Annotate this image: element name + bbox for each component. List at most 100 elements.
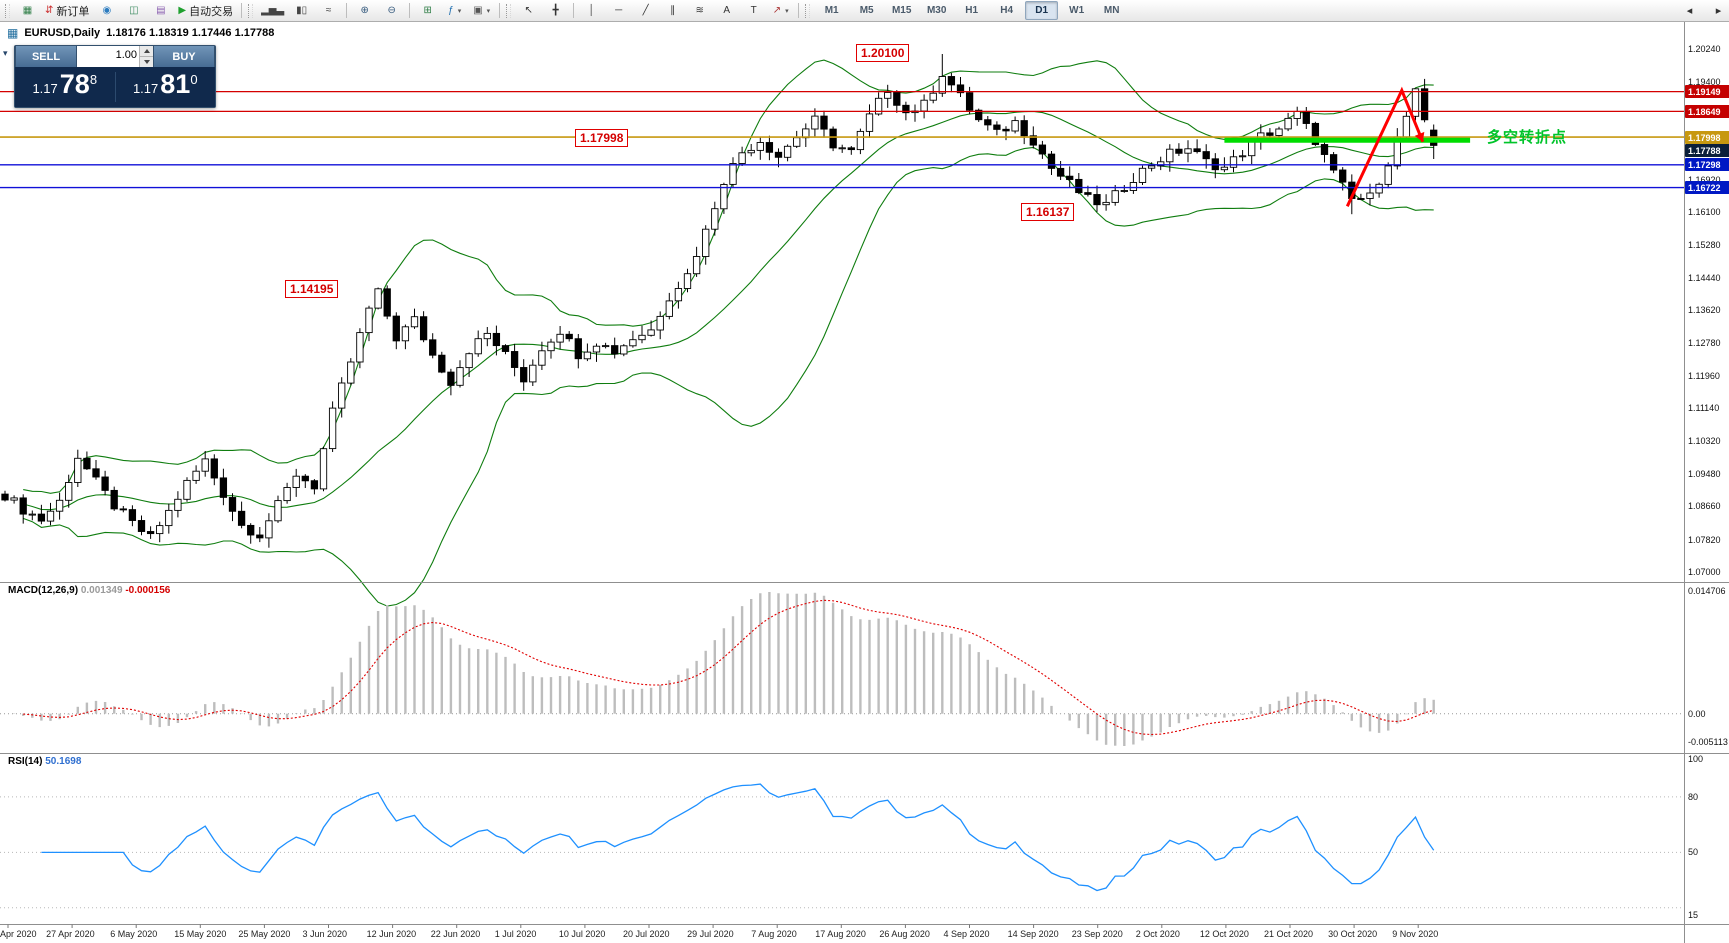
time-axis-label: 1 Jul 2020 [494, 929, 537, 939]
timeframe-button-m30[interactable]: M30 [926, 5, 947, 16]
bollinger-bands [23, 59, 1434, 607]
volume-down-icon[interactable] [140, 57, 153, 67]
time-axis-label: 3 Jun 2020 [302, 929, 348, 939]
buy-price-main: 81 [160, 69, 191, 99]
price-axis-tick: 1.07000 [1688, 567, 1721, 577]
volume-input[interactable]: 1.00 [77, 46, 153, 67]
timeframe-button-m5[interactable]: M5 [859, 5, 874, 16]
buy-price[interactable]: 1.17 81 0 [116, 71, 216, 103]
navigator-icon[interactable]: ◫ [120, 1, 147, 21]
one-click-collapse-icon[interactable]: ▾ [3, 48, 8, 58]
timeframe-button-w1[interactable]: W1 [1069, 5, 1085, 16]
timeframe-button-h4[interactable]: H4 [1000, 5, 1014, 16]
candlestick-mode-icon[interactable]: ▮▯ [288, 1, 315, 21]
autotrading-button: ▶ [178, 4, 187, 16]
price-annotation-1.17998[interactable]: 1.17998 [575, 129, 629, 147]
buy-button[interactable]: BUY [153, 46, 215, 67]
timeframe-button-h1[interactable]: H1 [965, 5, 979, 16]
price-tag-1.19149: 1.19149 [1685, 85, 1729, 98]
timeframe-button-d1[interactable]: D1 [1025, 1, 1059, 20]
zoom-in-icon[interactable]: ⊕ [351, 1, 378, 21]
price-axis-tick: 1.16100 [1688, 207, 1721, 217]
time-axis-label: 10 Jul 2020 [558, 929, 606, 939]
price-axis-tick: 1.12780 [1688, 338, 1721, 348]
tile-windows-icon[interactable]: ⊞ [414, 1, 441, 21]
price-annotation-1.14195[interactable]: 1.14195 [285, 280, 339, 298]
timeframe-button-m15[interactable]: M15 [891, 5, 912, 16]
rsi-indicator [0, 783, 1684, 909]
sell-price-main: 78 [59, 69, 90, 99]
price-axis-tick: 1.07820 [1688, 535, 1721, 545]
time-axis-label: 15 May 2020 [174, 929, 227, 939]
chart-title: ▦ EURUSD,Daily 1.18176 1.18319 1.17446 1… [7, 26, 274, 40]
time-axis-label: 9 Nov 2020 [1392, 929, 1439, 939]
chevron-down-icon[interactable]: ▾ [486, 7, 491, 15]
price-tag-1.17998: 1.17998 [1685, 131, 1729, 144]
new-order-button[interactable]: ⇵ 新订单 [41, 1, 93, 21]
price-annotation-1.20100[interactable]: 1.20100 [856, 44, 910, 62]
text-icon[interactable]: A [713, 1, 740, 21]
market-watch-icon[interactable]: ◉ [93, 1, 120, 21]
zoom-out-icon: ⊖ [387, 4, 396, 16]
horizontal-line-icon[interactable]: ─ [605, 1, 632, 21]
chart-window-icon: ▦ [7, 26, 19, 40]
symbol-timeframe: EURUSD,Daily [24, 27, 101, 39]
objects-list-icon: ▣ [473, 4, 483, 16]
chevron-down-icon[interactable]: ▾ [785, 7, 789, 15]
time-axis-label: 25 May 2020 [238, 929, 291, 939]
bar-chart-mode-icon[interactable]: ▂▅▃ [257, 1, 288, 21]
text-label-icon: T [750, 4, 757, 16]
one-click-header-row: SELL 1.00 BUY [15, 46, 215, 67]
fibonacci-icon[interactable]: ≋ [686, 1, 713, 21]
price-axis-tick: 1.09480 [1688, 469, 1721, 479]
toolbar-scroll-right-icon[interactable]: ▸ [1715, 5, 1722, 17]
sell-button[interactable]: SELL [15, 46, 77, 67]
vertical-line-icon[interactable]: │ [578, 1, 605, 21]
price-tag-1.17788: 1.17788 [1685, 144, 1729, 157]
bull-bear-turning-point-note[interactable]: 多空转折点 [1487, 129, 1568, 146]
volume-up-icon[interactable] [140, 46, 153, 57]
ohlc-values: 1.18176 1.18319 1.17446 1.17788 [106, 27, 275, 39]
price-tag-1.18649: 1.18649 [1685, 105, 1729, 118]
sell-price[interactable]: 1.17 78 8 [15, 71, 115, 103]
crosshair-icon[interactable]: ╋ [542, 1, 569, 21]
price-annotation-1.16137[interactable]: 1.16137 [1021, 203, 1075, 221]
chevron-down-icon[interactable]: ▾ [457, 7, 462, 15]
zoom-out-icon[interactable]: ⊖ [378, 1, 405, 21]
rsi-level-80: 80 [1688, 792, 1699, 802]
cursor-icon[interactable]: ↖ [515, 1, 542, 21]
time-axis-label: 30 Oct 2020 [1328, 929, 1378, 939]
toolbar-separator [409, 3, 411, 18]
macd-signal-value: -0.000156 [125, 585, 171, 596]
terminal-icon[interactable]: ▤ [147, 1, 174, 21]
time-axis-ticks [7, 924, 1419, 928]
drawn-objects[interactable] [0, 86, 1684, 207]
autotrading-button[interactable]: ▶ 自动交易 [174, 1, 237, 21]
arrow-object-icon[interactable]: ↗ ▾ [767, 1, 794, 21]
toolbar-scroll-left-icon[interactable]: ◂ [1686, 5, 1693, 17]
trendline-icon[interactable]: ╱ [632, 1, 659, 21]
objects-list-icon[interactable]: ▣ ▾ [468, 1, 495, 21]
toolbar-grip [506, 3, 512, 18]
candlestick-series [1, 54, 1438, 548]
volume-spinner[interactable] [139, 46, 153, 67]
time-axis-label: 22 Jun 2020 [430, 929, 481, 939]
new-chart-icon[interactable]: ▦ [14, 1, 41, 21]
toolbar-separator [798, 3, 800, 18]
timeframe-button-m1[interactable]: M1 [824, 5, 839, 16]
indicators-icon[interactable]: ƒ ▾ [441, 1, 468, 21]
toolbar-grip [5, 3, 10, 18]
bar-chart-mode-icon: ▂▅▃ [261, 4, 285, 16]
zoom-in-icon: ⊕ [360, 4, 369, 16]
text-label-icon[interactable]: T [740, 1, 767, 21]
line-chart-mode-icon[interactable]: ≈ [315, 1, 342, 21]
time-axis-label: 29 Jul 2020 [687, 929, 734, 939]
macd-main-value: 0.001349 [80, 585, 123, 596]
fibonacci-icon: ≋ [695, 4, 704, 16]
channel-icon: ∥ [670, 4, 676, 16]
channel-icon[interactable]: ∥ [659, 1, 686, 21]
timeframe-button-mn[interactable]: MN [1103, 5, 1120, 16]
indicators-icon: ƒ [448, 4, 454, 16]
